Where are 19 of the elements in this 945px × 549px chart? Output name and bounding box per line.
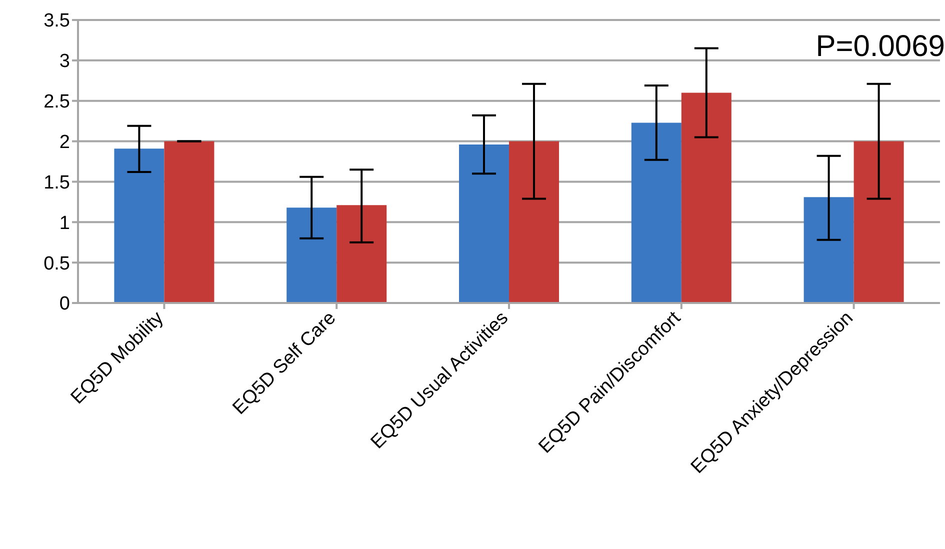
y-tick-label: 0 — [59, 294, 70, 315]
bar — [114, 148, 164, 303]
y-tick-label: 1 — [59, 212, 70, 234]
y-tick-label: 3.5 — [44, 10, 70, 32]
bar — [509, 141, 560, 303]
bar — [164, 141, 214, 303]
annotation: P=0.0069 — [816, 30, 945, 64]
y-tick-label: 2 — [59, 132, 70, 154]
bar — [286, 208, 337, 303]
bar — [804, 197, 854, 303]
bar — [459, 144, 510, 303]
y-tick-label: 2.5 — [44, 92, 70, 113]
bar — [336, 205, 387, 303]
bar — [854, 141, 904, 303]
bar — [631, 122, 682, 303]
y-tick-label: 1.5 — [44, 172, 70, 194]
bar — [681, 92, 732, 303]
y-tick-label: 0.5 — [44, 253, 70, 274]
y-tick-label: 3 — [59, 51, 70, 72]
